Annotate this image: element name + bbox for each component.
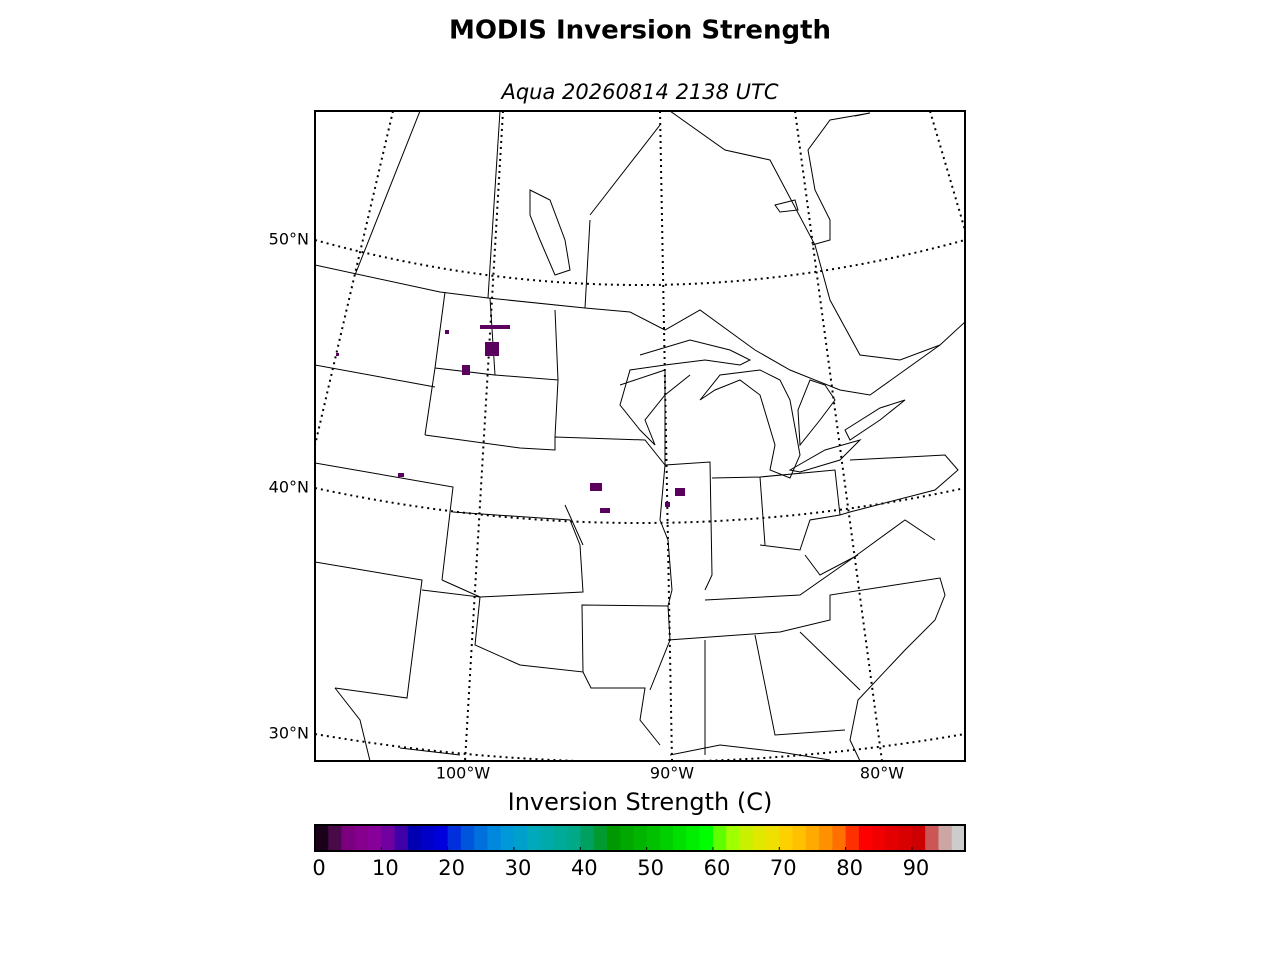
colorbar-segment bbox=[341, 825, 356, 851]
colorbar-tick-label: 70 bbox=[770, 856, 797, 880]
colorbar-segment bbox=[620, 825, 634, 851]
colorbar-segment bbox=[527, 825, 542, 851]
colorbar-segment bbox=[500, 825, 515, 851]
colorbar-tick-label: 90 bbox=[903, 856, 930, 880]
colorbar-segment bbox=[752, 825, 767, 851]
meridian bbox=[464, 111, 504, 761]
colorbar-segment bbox=[394, 825, 409, 851]
parallel bbox=[315, 239, 965, 286]
colorbar-tick-label: 80 bbox=[836, 856, 863, 880]
colorbar-segment bbox=[328, 825, 343, 851]
colorbar-frame bbox=[314, 824, 966, 852]
borders bbox=[315, 111, 965, 761]
colorbar-segment bbox=[766, 825, 780, 851]
colorbar-segment bbox=[898, 825, 913, 851]
colorbar-segment bbox=[925, 825, 939, 851]
colorbar-segment bbox=[699, 825, 714, 851]
colorbar-segment bbox=[567, 825, 581, 851]
colorbar-segment bbox=[487, 825, 502, 851]
colorbar: 0 10 20 30 40 50 60 70 80 90 bbox=[312, 824, 966, 880]
title: MODIS Inversion Strength bbox=[449, 16, 831, 46]
colorbar-segment bbox=[673, 825, 687, 851]
colorbar-segment bbox=[421, 825, 435, 851]
colorbar-segment bbox=[686, 825, 701, 851]
colorbar-segment bbox=[779, 825, 794, 851]
meridian bbox=[929, 111, 965, 231]
colorbar-segment bbox=[911, 825, 926, 851]
colorbar-tick-label: 40 bbox=[571, 856, 598, 880]
map bbox=[315, 111, 965, 761]
colorbar-segment bbox=[381, 825, 396, 851]
lon-label: 100°W bbox=[436, 764, 491, 783]
lat-label: 50°N bbox=[269, 230, 309, 249]
colorbar-segment bbox=[460, 825, 475, 851]
colorbar-segment bbox=[513, 825, 528, 851]
colorbar-segment bbox=[633, 825, 648, 851]
colorbar-segment bbox=[951, 825, 966, 851]
colorbar-segment bbox=[885, 825, 900, 851]
colorbar-tick-label: 30 bbox=[505, 856, 532, 880]
lon-label: 90°W bbox=[650, 764, 694, 783]
colorbar-segment bbox=[832, 825, 847, 851]
colorbar-segment bbox=[407, 825, 422, 851]
colorbar-segment bbox=[434, 825, 449, 851]
subtitle: Aqua 20260814 2138 UTC bbox=[499, 80, 778, 104]
colorbar-tick-label: 60 bbox=[704, 856, 731, 880]
colorbar-segment bbox=[819, 825, 833, 851]
lat-label: 40°N bbox=[269, 478, 309, 497]
colorbar-segment bbox=[938, 825, 953, 851]
colorbar-segment bbox=[646, 825, 661, 851]
inversion-pixels bbox=[336, 325, 685, 513]
colorbar-segment bbox=[368, 825, 382, 851]
colorbar-segment bbox=[845, 825, 860, 851]
colorbar-segment bbox=[354, 825, 369, 851]
colorbar-segment bbox=[805, 825, 820, 851]
colorbar-segment bbox=[540, 825, 555, 851]
colorbar-tick-label: 10 bbox=[372, 856, 399, 880]
parallel bbox=[315, 487, 965, 524]
colorbar-label: Inversion Strength (C) bbox=[508, 788, 773, 816]
parallel bbox=[315, 733, 965, 761]
colorbar-segment bbox=[606, 825, 621, 851]
colorbar-segment bbox=[315, 825, 329, 851]
colorbar-segment bbox=[447, 825, 462, 851]
colorbar-segment bbox=[858, 825, 873, 851]
colorbar-segment bbox=[593, 825, 608, 851]
colorbar-segment bbox=[872, 825, 886, 851]
colorbar-segment bbox=[726, 825, 740, 851]
map-frame bbox=[314, 110, 966, 762]
colorbar-segment bbox=[580, 825, 595, 851]
meridian bbox=[315, 111, 394, 446]
colorbar-tick-label: 0 bbox=[312, 856, 325, 880]
colorbar-tick-label: 20 bbox=[438, 856, 465, 880]
lon-label: 80°W bbox=[860, 764, 904, 783]
colorbar-segment bbox=[553, 825, 568, 851]
colorbar-segment bbox=[792, 825, 807, 851]
colorbar-segment bbox=[712, 825, 727, 851]
colorbar-segment bbox=[659, 825, 674, 851]
meridian bbox=[794, 111, 883, 761]
colorbar-segment bbox=[474, 825, 488, 851]
lat-label: 30°N bbox=[269, 724, 309, 743]
colorbar-tick-label: 50 bbox=[637, 856, 664, 880]
colorbar-segment bbox=[739, 825, 754, 851]
meridian bbox=[659, 111, 673, 761]
